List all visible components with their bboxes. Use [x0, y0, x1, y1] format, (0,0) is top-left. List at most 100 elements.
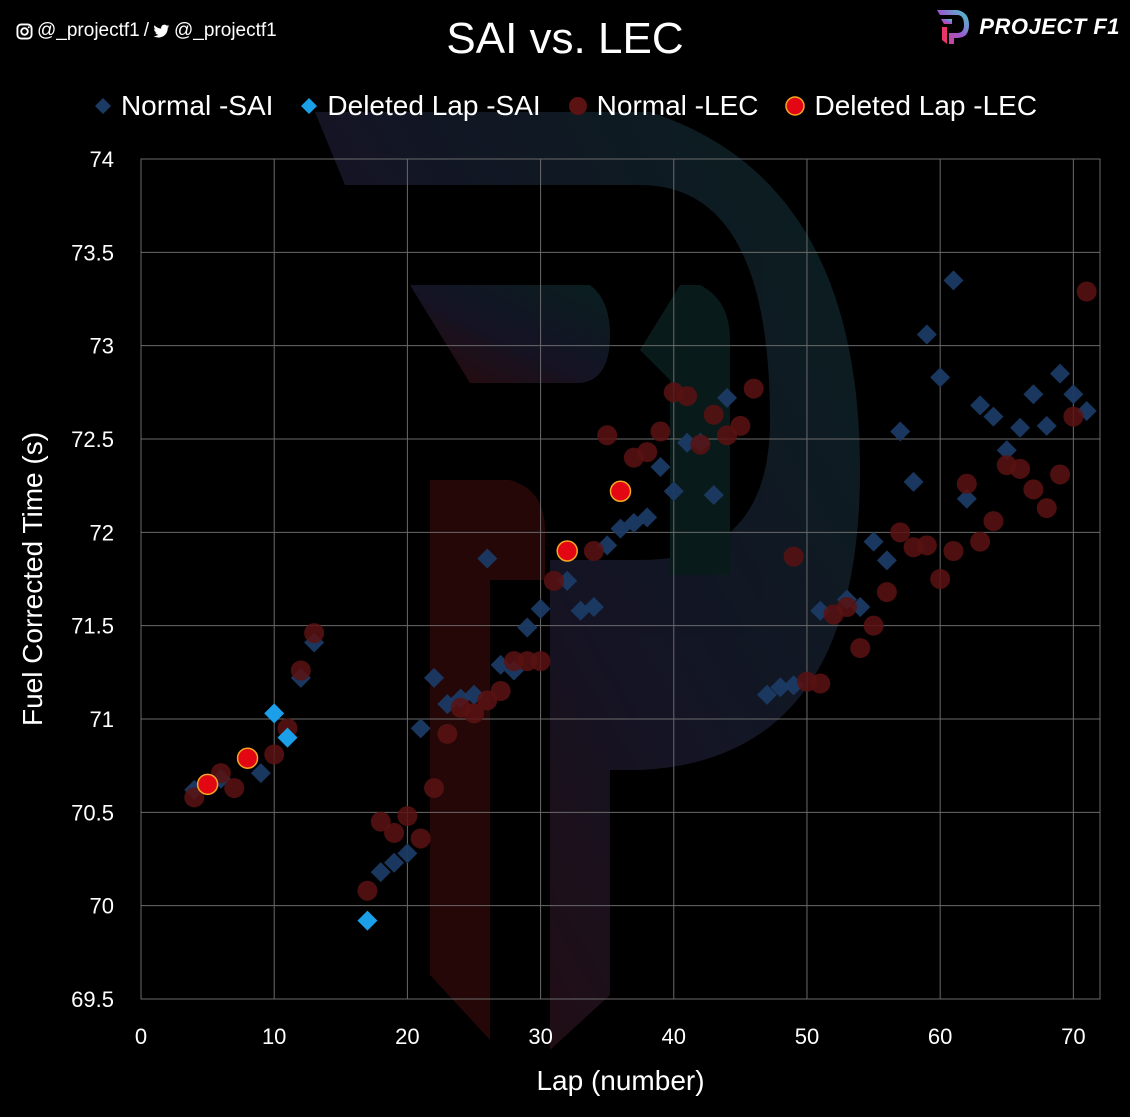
normal-sai-point — [424, 667, 445, 688]
legend-item-deleted-lec: Deleted Lap -LEC — [784, 90, 1037, 122]
normal-sai-point — [1063, 384, 1084, 405]
deleted-sai-point — [264, 703, 285, 724]
normal-lec-point — [490, 681, 511, 701]
legend-diamond-marker — [94, 98, 111, 114]
deleted-lec-point — [609, 480, 632, 503]
deleted-sai-point — [357, 910, 378, 931]
social-handles: @_projectf1 / @_projectf1 — [16, 20, 277, 42]
y-tick-label: 74 — [90, 147, 114, 172]
normal-sai-point — [863, 531, 884, 552]
normal-lec-point — [836, 597, 857, 617]
y-tick-label: 71 — [90, 707, 114, 732]
x-tick-label: 50 — [795, 1024, 819, 1049]
normal-lec-point — [543, 570, 564, 591]
normal-lec-point — [397, 806, 418, 827]
twitter-handle: @_projectf1 — [174, 20, 277, 41]
normal-lec-point — [357, 880, 378, 901]
normal-lec-point — [943, 541, 964, 561]
normal-lec-point — [890, 522, 911, 543]
normal-lec-point — [1010, 458, 1031, 479]
normal-lec-point — [930, 569, 951, 589]
y-tick-label: 72 — [90, 520, 114, 545]
normal-lec-point — [810, 673, 831, 694]
x-axis-title: Lap (number) — [536, 1065, 704, 1096]
watermark-logo — [315, 112, 860, 1050]
normal-lec-point — [690, 434, 711, 455]
normal-sai-point — [637, 507, 658, 528]
chart-legend: Normal -SAI Deleted Lap -SAI Normal -LEC… — [0, 90, 1130, 122]
normal-sai-point — [956, 488, 977, 509]
deleted-sai-point — [277, 727, 298, 748]
normal-lec-point — [863, 615, 884, 636]
y-tick-label: 69.5 — [71, 987, 114, 1012]
legend-label: Deleted Lap -LEC — [814, 90, 1038, 121]
normal-sai-point — [650, 457, 671, 477]
normal-lec-point — [224, 778, 245, 799]
x-tick-label: 40 — [662, 1024, 686, 1049]
normal-sai-point — [890, 421, 911, 442]
x-tick-label: 70 — [1061, 1024, 1085, 1049]
normal-lec-point — [783, 546, 804, 567]
normal-lec-point — [184, 787, 205, 808]
normal-lec-point — [956, 473, 977, 494]
brand-name: PROJECT F1 — [979, 14, 1120, 39]
normal-lec-point — [410, 828, 431, 849]
normal-lec-point — [1023, 479, 1044, 500]
normal-sai-point — [530, 598, 551, 619]
normal-sai-point — [1036, 415, 1057, 436]
normal-lec-point — [290, 660, 311, 681]
deleted-lec-point — [196, 773, 219, 796]
deleted-lec-point — [556, 540, 578, 562]
project-f1-logo-icon — [937, 10, 970, 44]
y-axis-title: Fuel Corrected Time (s) — [17, 432, 48, 726]
normal-lec-point — [983, 511, 1004, 532]
normal-lec-point — [677, 386, 698, 407]
normal-lec-point — [970, 531, 991, 552]
normal-lec-point — [637, 442, 658, 463]
normal-sai-point — [983, 406, 1004, 427]
normal-lec-point — [583, 541, 604, 561]
x-tick-label: 0 — [135, 1024, 147, 1049]
normal-sai-point — [384, 852, 405, 873]
normal-sai-point — [517, 617, 538, 638]
handle-separator: / — [143, 20, 150, 41]
brand-logo: PROJECT F1 — [935, 8, 1120, 46]
normal-lec-point — [850, 638, 871, 659]
y-tick-label: 73 — [90, 334, 114, 359]
normal-sai-point — [1050, 363, 1071, 384]
x-tick-label: 60 — [928, 1024, 952, 1049]
normal-lec-point — [1076, 281, 1097, 302]
normal-lec-point — [463, 703, 484, 724]
normal-sai-point — [477, 548, 498, 569]
deleted-lec-point — [236, 747, 259, 769]
normal-lec-point — [370, 811, 391, 832]
normal-sai-point — [876, 550, 897, 571]
normal-lec-point — [650, 421, 671, 442]
normal-sai-point — [583, 597, 604, 617]
y-tick-label: 70.5 — [71, 800, 114, 825]
normal-sai-point — [250, 763, 271, 784]
normal-lec-point — [703, 404, 724, 425]
normal-sai-point — [757, 684, 778, 705]
normal-sai-point — [1010, 417, 1031, 438]
normal-sai-point — [970, 395, 991, 416]
y-tick-label: 70 — [90, 894, 114, 919]
chart-title: SAI vs. LEC — [446, 14, 684, 63]
normal-lec-point — [597, 425, 618, 446]
y-tick-label: 72.5 — [71, 427, 114, 452]
normal-sai-point — [943, 270, 964, 291]
normal-lec-point — [743, 378, 764, 399]
normal-lec-point — [1036, 498, 1057, 519]
normal-sai-point — [996, 440, 1017, 461]
normal-lec-point — [384, 822, 405, 843]
y-tick-label: 71.5 — [71, 614, 114, 639]
normal-sai-point — [930, 367, 951, 388]
legend-item-normal-sai: Normal -SAI — [93, 90, 273, 122]
normal-lec-point — [876, 582, 897, 603]
normal-lec-point — [530, 651, 551, 672]
legend-circle-marker — [785, 96, 806, 116]
normal-sai-point — [663, 481, 684, 502]
normal-lec-point — [424, 778, 445, 799]
normal-sai-point — [410, 718, 431, 739]
